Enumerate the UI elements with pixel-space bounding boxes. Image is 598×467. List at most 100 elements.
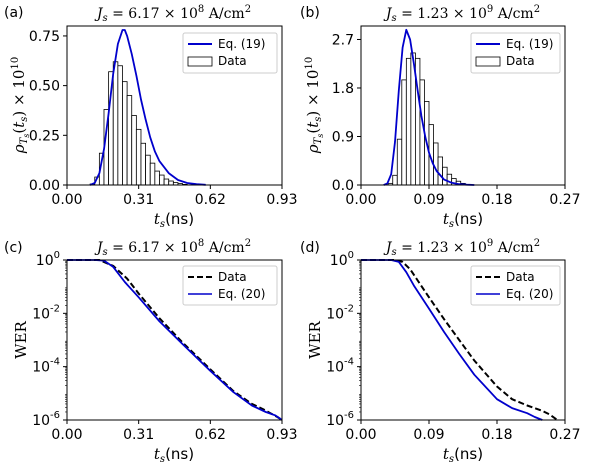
legend-a: Eq. (19) Data <box>182 32 278 74</box>
y-tick-label-b-3: 2.7 <box>332 32 354 48</box>
panel-b: 0.00 0.09 0.18 0.27 0.0 0.9 1.8 2.7 (b) Js = 1.… <box>300 4 581 230</box>
hist-bar-a-14 <box>154 170 160 186</box>
legend-label-data-b: Data <box>506 54 535 68</box>
y-tick-label-a-3: 0.75 <box>29 29 60 45</box>
axes-frame-d <box>360 259 566 421</box>
legend-patch-data-b <box>475 56 501 67</box>
panel-label-b: (b) <box>300 5 320 21</box>
hist-bar-b-4 <box>405 57 412 186</box>
x-tick-label-b-2: 0.18 <box>481 192 512 208</box>
x-tick-label-a-0: 0.00 <box>51 192 82 208</box>
xlabel-a: ts(ns) <box>154 210 194 230</box>
hist-bar-b-1 <box>392 174 398 186</box>
x-tick-label-c-3: 0.93 <box>266 427 297 443</box>
ylabel-d: WER <box>306 320 324 358</box>
ticks-c: 0.00 0.31 0.62 0.93 100 10-2 10-4 10-6 <box>32 250 297 443</box>
panel-d: 0.00 0.09 0.18 0.27 100 10-2 10-4 10-6 (d) Js =… <box>300 238 581 465</box>
ylabel-c: WER <box>12 320 30 358</box>
legend-label-eq20-c: Eq. (20) <box>218 287 265 301</box>
x-tick-label-b-1: 0.09 <box>413 192 444 208</box>
legend-label-eq19-b: Eq. (19) <box>506 37 553 51</box>
title-c: Js = 6.17 × 108 A/cm2 <box>94 238 251 258</box>
hist-bar-b-2 <box>396 138 403 186</box>
hist-bar-a-12 <box>145 154 151 186</box>
series-line-d-1 <box>361 259 543 421</box>
x-tick-label-d-3: 0.27 <box>549 427 580 443</box>
series-line-b-1 <box>383 28 475 186</box>
y-tick-label-b-2: 1.8 <box>332 81 354 97</box>
series-line-c-1 <box>67 259 283 421</box>
legend-label-data-c: Data <box>218 270 247 284</box>
hist-bar-b-3 <box>401 79 407 186</box>
y-tick-label-d-1: 10-2 <box>326 303 354 322</box>
plot-area-a <box>89 29 206 186</box>
hist-bar-a-17 <box>168 180 174 186</box>
y-tick-label-a-0: 0.00 <box>29 178 60 194</box>
ticks-a: 0.00 0.31 0.62 0.93 0.00 0.25 0.50 0.75 <box>29 29 298 208</box>
hist-bar-b-12 <box>442 166 448 186</box>
hist-bar-a-15 <box>159 174 165 186</box>
legend-patch-data-a <box>187 56 213 67</box>
y-tick-label-a-1: 0.25 <box>29 128 60 144</box>
x-tick-label-a-2: 0.62 <box>195 192 226 208</box>
x-tick-label-d-1: 0.09 <box>413 427 444 443</box>
plot-area-d <box>361 259 558 421</box>
axes-frame-b <box>360 25 566 186</box>
ticks-b: 0.00 0.09 0.18 0.27 0.0 0.9 1.8 2.7 <box>332 32 581 208</box>
x-tick-label-b-0: 0.00 <box>345 192 376 208</box>
hist-bar-a-9 <box>131 115 137 186</box>
legend-c: Data Eq. (20) <box>182 265 278 306</box>
legend-label-eq20-d: Eq. (20) <box>506 287 553 301</box>
hist-bar-b-10 <box>433 142 439 186</box>
legend-label-data-d: Data <box>506 270 535 284</box>
plot-area-b <box>383 28 475 186</box>
hist-bar-a-10 <box>135 128 142 186</box>
y-tick-label-d-3: 10-6 <box>326 410 354 429</box>
y-tick-label-a-2: 0.50 <box>29 79 60 95</box>
title-a: Js = 6.17 × 108 A/cm2 <box>94 4 251 24</box>
xlabel-b: ts(ns) <box>443 210 483 230</box>
ticks-d: 0.00 0.09 0.18 0.27 100 10-2 10-4 10-6 <box>326 250 580 443</box>
y-tick-label-c-3: 10-6 <box>32 410 60 429</box>
panel-c: 0.00 0.31 0.62 0.93 100 10-2 10-4 10-6 (c) Js =… <box>4 238 298 465</box>
x-tick-label-d-2: 0.18 <box>481 427 512 443</box>
y-tick-label-c-2: 10-4 <box>32 357 60 376</box>
xlabel-d: ts(ns) <box>443 445 483 465</box>
y-tick-label-b-1: 0.9 <box>332 129 354 145</box>
series-line-d-0 <box>361 259 558 421</box>
hist-bar-a-7 <box>122 81 128 186</box>
axes-frame-a <box>66 25 283 186</box>
hist-bar-a-11 <box>140 142 147 186</box>
legend-d: Data Eq. (20) <box>470 265 561 306</box>
x-tick-label-d-0: 0.00 <box>345 427 376 443</box>
panel-label-c: (c) <box>4 240 23 256</box>
panel-label-a: (a) <box>4 5 24 21</box>
hist-bar-a-5 <box>112 61 119 186</box>
hist-bar-a-13 <box>149 162 156 186</box>
panel-label-d: (d) <box>300 240 320 256</box>
y-tick-label-d-2: 10-4 <box>326 357 354 376</box>
title-d: Js = 1.23 × 109 A/cm2 <box>383 238 540 258</box>
legend-b: Eq. (19) Data <box>470 32 561 74</box>
hist-bar-a-8 <box>126 95 133 186</box>
axes-frame-c <box>66 259 283 421</box>
y-tick-label-c-1: 10-2 <box>32 303 60 322</box>
legend-label-data-a: Data <box>218 54 247 68</box>
x-tick-label-b-3: 0.27 <box>549 192 580 208</box>
title-b: Js = 1.23 × 109 A/cm2 <box>383 4 540 24</box>
hist-bar-a-6 <box>117 65 123 186</box>
hist-bar-b-11 <box>437 156 444 186</box>
y-tick-label-b-0: 0.0 <box>332 178 354 194</box>
x-tick-label-a-1: 0.31 <box>123 192 154 208</box>
x-tick-label-c-1: 0.31 <box>123 427 154 443</box>
series-line-a-1 <box>89 29 206 186</box>
y-tick-label-c-0: 100 <box>36 250 60 269</box>
panel-a: 0.00 0.31 0.62 0.93 0.00 0.25 0.50 0.75 (a) Js … <box>4 4 298 230</box>
xlabel-c: ts(ns) <box>154 445 194 465</box>
plot-area-c <box>67 259 283 421</box>
x-tick-label-c-2: 0.62 <box>195 427 226 443</box>
y-tick-label-d-0: 100 <box>330 250 354 269</box>
x-tick-label-c-0: 0.00 <box>51 427 82 443</box>
x-tick-label-a-3: 0.93 <box>266 192 297 208</box>
